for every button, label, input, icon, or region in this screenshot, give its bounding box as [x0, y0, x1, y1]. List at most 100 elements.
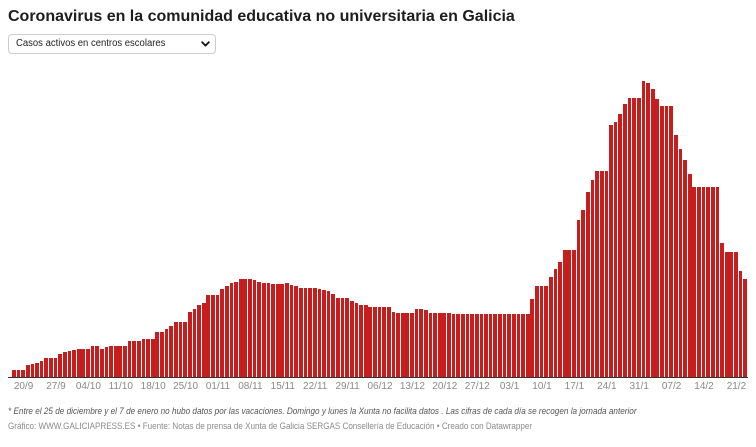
bar [266, 283, 271, 377]
bar [39, 361, 44, 377]
bar [49, 358, 53, 377]
bar [511, 314, 516, 377]
bar [400, 313, 405, 377]
bar [720, 243, 724, 377]
bar [535, 286, 539, 377]
chart-title: Coronavirus en la comunidad educativa no… [8, 8, 515, 25]
bar [90, 346, 95, 377]
bar [391, 312, 396, 377]
bar [234, 282, 238, 377]
bar [44, 358, 49, 377]
bar [345, 298, 349, 377]
bar [558, 262, 562, 377]
bar [289, 285, 294, 377]
bar [109, 346, 113, 377]
x-tick-label: 08/11 [238, 381, 263, 392]
x-tick-label: 25/10 [173, 381, 199, 392]
chevron-down-icon [201, 41, 210, 47]
bar [697, 187, 701, 377]
bar [62, 352, 67, 377]
bar [322, 290, 326, 377]
bar [331, 294, 336, 377]
bar [396, 313, 400, 377]
bar [215, 295, 220, 377]
bar [95, 346, 100, 377]
bar [576, 220, 581, 377]
bar [715, 187, 720, 377]
bar [127, 341, 132, 377]
bar [493, 314, 498, 377]
bar [581, 210, 586, 377]
dropdown-selected-value: Casos activos en centros escolares [16, 38, 166, 49]
bar [461, 314, 465, 377]
bar [516, 314, 521, 377]
bar [710, 187, 715, 377]
bar [336, 298, 340, 377]
bar [201, 303, 206, 377]
bar [197, 305, 201, 377]
bar [479, 314, 484, 377]
bar [627, 98, 632, 377]
bar [312, 288, 317, 377]
bar [567, 250, 572, 377]
x-tick-label: 18/10 [140, 381, 166, 392]
x-tick-label: 10/1 [532, 381, 552, 392]
metric-dropdown[interactable]: Casos activos en centros escolares [8, 34, 216, 54]
bar [261, 283, 266, 377]
bar [373, 307, 377, 377]
bar [585, 192, 590, 377]
bar [30, 364, 35, 377]
bar [238, 279, 243, 377]
x-tick-label: 15/11 [270, 381, 295, 392]
bar [632, 98, 636, 377]
bar [548, 277, 553, 377]
bar [738, 271, 743, 377]
x-tick-label: 03/1 [499, 381, 520, 392]
bar [507, 314, 511, 377]
bar [25, 365, 30, 377]
bar [553, 269, 558, 377]
bar [86, 349, 90, 377]
bar [502, 314, 507, 377]
bar [183, 322, 187, 377]
x-tick-label: 31/1 [629, 381, 649, 392]
bar [35, 363, 39, 377]
bar [368, 307, 373, 377]
bar [363, 305, 368, 377]
bar [229, 283, 234, 377]
bar [442, 313, 447, 377]
bar [706, 187, 711, 377]
bar [419, 309, 424, 377]
bar [678, 149, 683, 377]
bar [155, 332, 160, 377]
bar [590, 180, 595, 377]
x-tick-label: 04/10 [75, 381, 101, 392]
bar [308, 288, 312, 377]
bar [81, 349, 86, 377]
bar [609, 125, 613, 377]
bar [646, 83, 650, 377]
x-axis-baseline [8, 377, 748, 378]
x-tick-label: 17/1 [564, 381, 585, 392]
bar [428, 313, 433, 377]
bar [692, 187, 697, 377]
bar [636, 98, 641, 377]
bar [76, 349, 81, 377]
x-tick-label: 27/12 [464, 381, 490, 392]
bar [530, 299, 535, 377]
bar [21, 370, 25, 377]
bar [664, 106, 669, 377]
bar [243, 279, 248, 377]
bar [160, 332, 164, 377]
bar [599, 171, 604, 377]
bar [298, 288, 303, 377]
bar [326, 291, 331, 377]
bar [386, 307, 391, 377]
bar [414, 309, 419, 377]
bar [488, 314, 493, 377]
chart-source: Gráfico: WWW.GALICIAPRESS.ES • Fuente: N… [8, 421, 533, 432]
x-tick-label: 22/11 [303, 381, 328, 392]
bar [484, 314, 488, 377]
bar [359, 305, 363, 377]
bar [271, 284, 275, 377]
